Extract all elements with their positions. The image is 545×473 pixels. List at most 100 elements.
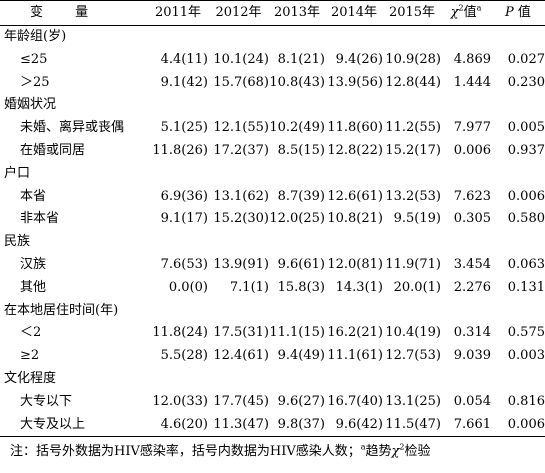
group-row: 在本地居住时间(年) xyxy=(0,300,545,323)
row-label: 大专以下 xyxy=(20,393,73,409)
rate-cell: 0.0(0) xyxy=(168,279,208,295)
table-container: 变 量 2011年 2012年 2013年 2014年 2015年 χ2值a P… xyxy=(0,0,545,438)
rate-cell: 6.9(36) xyxy=(160,188,208,204)
rate-cell: 4.4(11) xyxy=(160,51,208,67)
header-p-value: P 值 xyxy=(491,0,545,26)
p-value-cell: 0.005 xyxy=(507,120,545,136)
data-table: 变 量 2011年 2012年 2013年 2014年 2015年 χ2值a P… xyxy=(0,0,545,438)
row-label: 在婚或同居 xyxy=(20,142,86,158)
rate-cell: 11.3(47) xyxy=(208,413,269,438)
rate-cell: 7.6(53) xyxy=(160,256,208,272)
group-row: 文化程度 xyxy=(0,368,545,391)
rate-cell: 11.8(60) xyxy=(327,120,383,136)
rate-cell: 16.7(40) xyxy=(327,393,383,409)
p-value-cell: 0.003 xyxy=(507,348,545,364)
rate-cell: 9.6(27) xyxy=(277,393,325,409)
row-label: ≥2 xyxy=(20,348,40,364)
rate-cell: 11.1(61) xyxy=(327,348,383,364)
rate-cell: 15.2(30) xyxy=(213,211,269,227)
rate-cell: 12.8(22) xyxy=(327,142,383,158)
p-value-cell: 0.575 xyxy=(507,325,545,341)
group-row: 户口 xyxy=(0,163,545,186)
table-row: 汉族 7.6(53) 13.9(91) 9.6(61) 12.0(81) 11.9(71)… xyxy=(0,254,545,277)
p-value-cell: 0.580 xyxy=(507,211,545,227)
rate-cell: 10.8(43) xyxy=(269,74,325,90)
table-row: ＞25 9.1(42) 15.7(68) 10.8(43) 13.9(56) 12.8(4… xyxy=(0,72,545,95)
rate-cell: 9.4(49) xyxy=(277,348,325,364)
rate-cell: 13.9(56) xyxy=(327,74,383,90)
table-row: ≥2 5.5(28) 12.4(61) 9.4(49) 11.1(61) 12.7(53)… xyxy=(0,345,545,368)
group-label: 民族 xyxy=(4,234,31,250)
chi-square-cell: 2.276 xyxy=(453,279,491,295)
chi-square-cell: 0.314 xyxy=(453,325,491,341)
header-year: 2013年 xyxy=(269,0,325,26)
rate-cell: 13.1(62) xyxy=(213,188,269,204)
table-row: 其他 0.0(0) 7.1(1) 15.8(3) 14.3(1) 20.0(1) 2.276… xyxy=(0,277,545,300)
table-row: 非本省 9.1(17) 15.2(30) 12.0(25) 10.8(21) 9.5(19… xyxy=(0,208,545,231)
header-year: 2015年 xyxy=(383,0,441,26)
rate-cell: 15.8(3) xyxy=(277,279,325,295)
row-label: 本省 xyxy=(20,188,47,204)
group-label: 年龄组(岁) xyxy=(4,29,67,44)
table-row: 大专及以上 4.6(20) 11.3(47) 9.8(37) 9.6(42) 11.5(4… xyxy=(0,413,545,438)
rate-cell: 12.0(25) xyxy=(269,211,325,227)
rate-cell: 11.1(15) xyxy=(269,325,325,341)
table-row: 大专以下 12.0(33) 17.7(45) 9.6(27) 16.7(40) 13.1(… xyxy=(0,391,545,414)
rate-cell: 13.1(25) xyxy=(385,393,441,409)
rate-cell: 16.2(21) xyxy=(327,325,383,341)
row-label: 未婚、离异或丧偶 xyxy=(20,120,125,136)
header-variable: 变 量 xyxy=(0,0,148,26)
rate-cell: 8.5(15) xyxy=(277,142,325,158)
row-label: 其他 xyxy=(20,279,47,295)
rate-cell: 10.2(49) xyxy=(269,120,325,136)
rate-cell: 10.4(19) xyxy=(385,325,441,341)
p-value-cell: 0.131 xyxy=(507,279,545,295)
row-label: ＞25 xyxy=(20,74,50,90)
chi-square-cell: 4.869 xyxy=(453,51,491,67)
group-label: 在本地居住时间(年) xyxy=(4,302,119,318)
table-row: ＜2 11.8(24) 17.5(31) 11.1(15) 16.2(21) 10.4(1… xyxy=(0,322,545,345)
rate-cell: 12.0(81) xyxy=(327,256,383,272)
rate-cell: 20.0(1) xyxy=(393,279,441,295)
rate-cell: 10.1(24) xyxy=(213,51,269,67)
group-row: 民族 xyxy=(0,231,545,254)
rate-cell: 12.1(55) xyxy=(213,120,269,136)
chi-square-cell: 7.623 xyxy=(453,188,491,204)
p-value-cell: 0.230 xyxy=(507,74,545,90)
rate-cell: 8.7(39) xyxy=(277,188,325,204)
rate-cell: 13.9(91) xyxy=(213,256,269,272)
rate-cell: 12.4(61) xyxy=(213,348,269,364)
p-value-cell: 0.937 xyxy=(507,142,545,158)
header-row: 变 量 2011年 2012年 2013年 2014年 2015年 χ2值a P… xyxy=(0,0,545,26)
table-row: 本省 6.9(36) 13.1(62) 8.7(39) 12.6(61) 13.2(53)… xyxy=(0,186,545,209)
chi-square-cell: 7.977 xyxy=(453,120,491,136)
rate-cell: 11.8(24) xyxy=(152,325,208,341)
table-footnote: 注：括号外数据为HIV感染率，括号内数据为HIV感染人数；a趋势χ2检验 xyxy=(10,442,431,459)
rate-cell: 4.6(20) xyxy=(148,413,208,438)
rate-cell: 8.1(21) xyxy=(277,51,325,67)
rate-cell: 12.8(44) xyxy=(385,74,441,90)
rate-cell: 9.5(19) xyxy=(393,211,441,227)
rate-cell: 14.3(1) xyxy=(335,279,383,295)
rate-cell: 12.6(61) xyxy=(327,188,383,204)
group-row: 婚姻状况 xyxy=(0,94,545,117)
header-year: 2011年 xyxy=(148,0,208,26)
rate-cell: 5.1(25) xyxy=(160,120,208,136)
rate-cell: 15.7(68) xyxy=(213,74,269,90)
rate-cell: 17.5(31) xyxy=(213,325,269,341)
row-label: 大专及以上 xyxy=(0,413,148,438)
row-label: 非本省 xyxy=(20,211,60,227)
chi-square-cell: 0.006 xyxy=(453,142,491,158)
chi-square-cell: 0.054 xyxy=(453,393,491,409)
row-label: ＜2 xyxy=(20,325,42,341)
header-year: 2014年 xyxy=(325,0,383,26)
header-chi-square: χ2值a xyxy=(441,0,491,26)
group-label: 文化程度 xyxy=(4,370,57,386)
p-value-cell: 0.063 xyxy=(507,256,545,272)
header-year: 2012年 xyxy=(208,0,269,26)
chi-square-cell: 3.454 xyxy=(453,256,491,272)
chi-square-cell: 7.661 xyxy=(441,413,491,438)
rate-cell: 9.8(37) xyxy=(269,413,325,438)
rate-cell: 15.2(17) xyxy=(385,142,441,158)
rate-cell: 13.2(53) xyxy=(385,188,441,204)
